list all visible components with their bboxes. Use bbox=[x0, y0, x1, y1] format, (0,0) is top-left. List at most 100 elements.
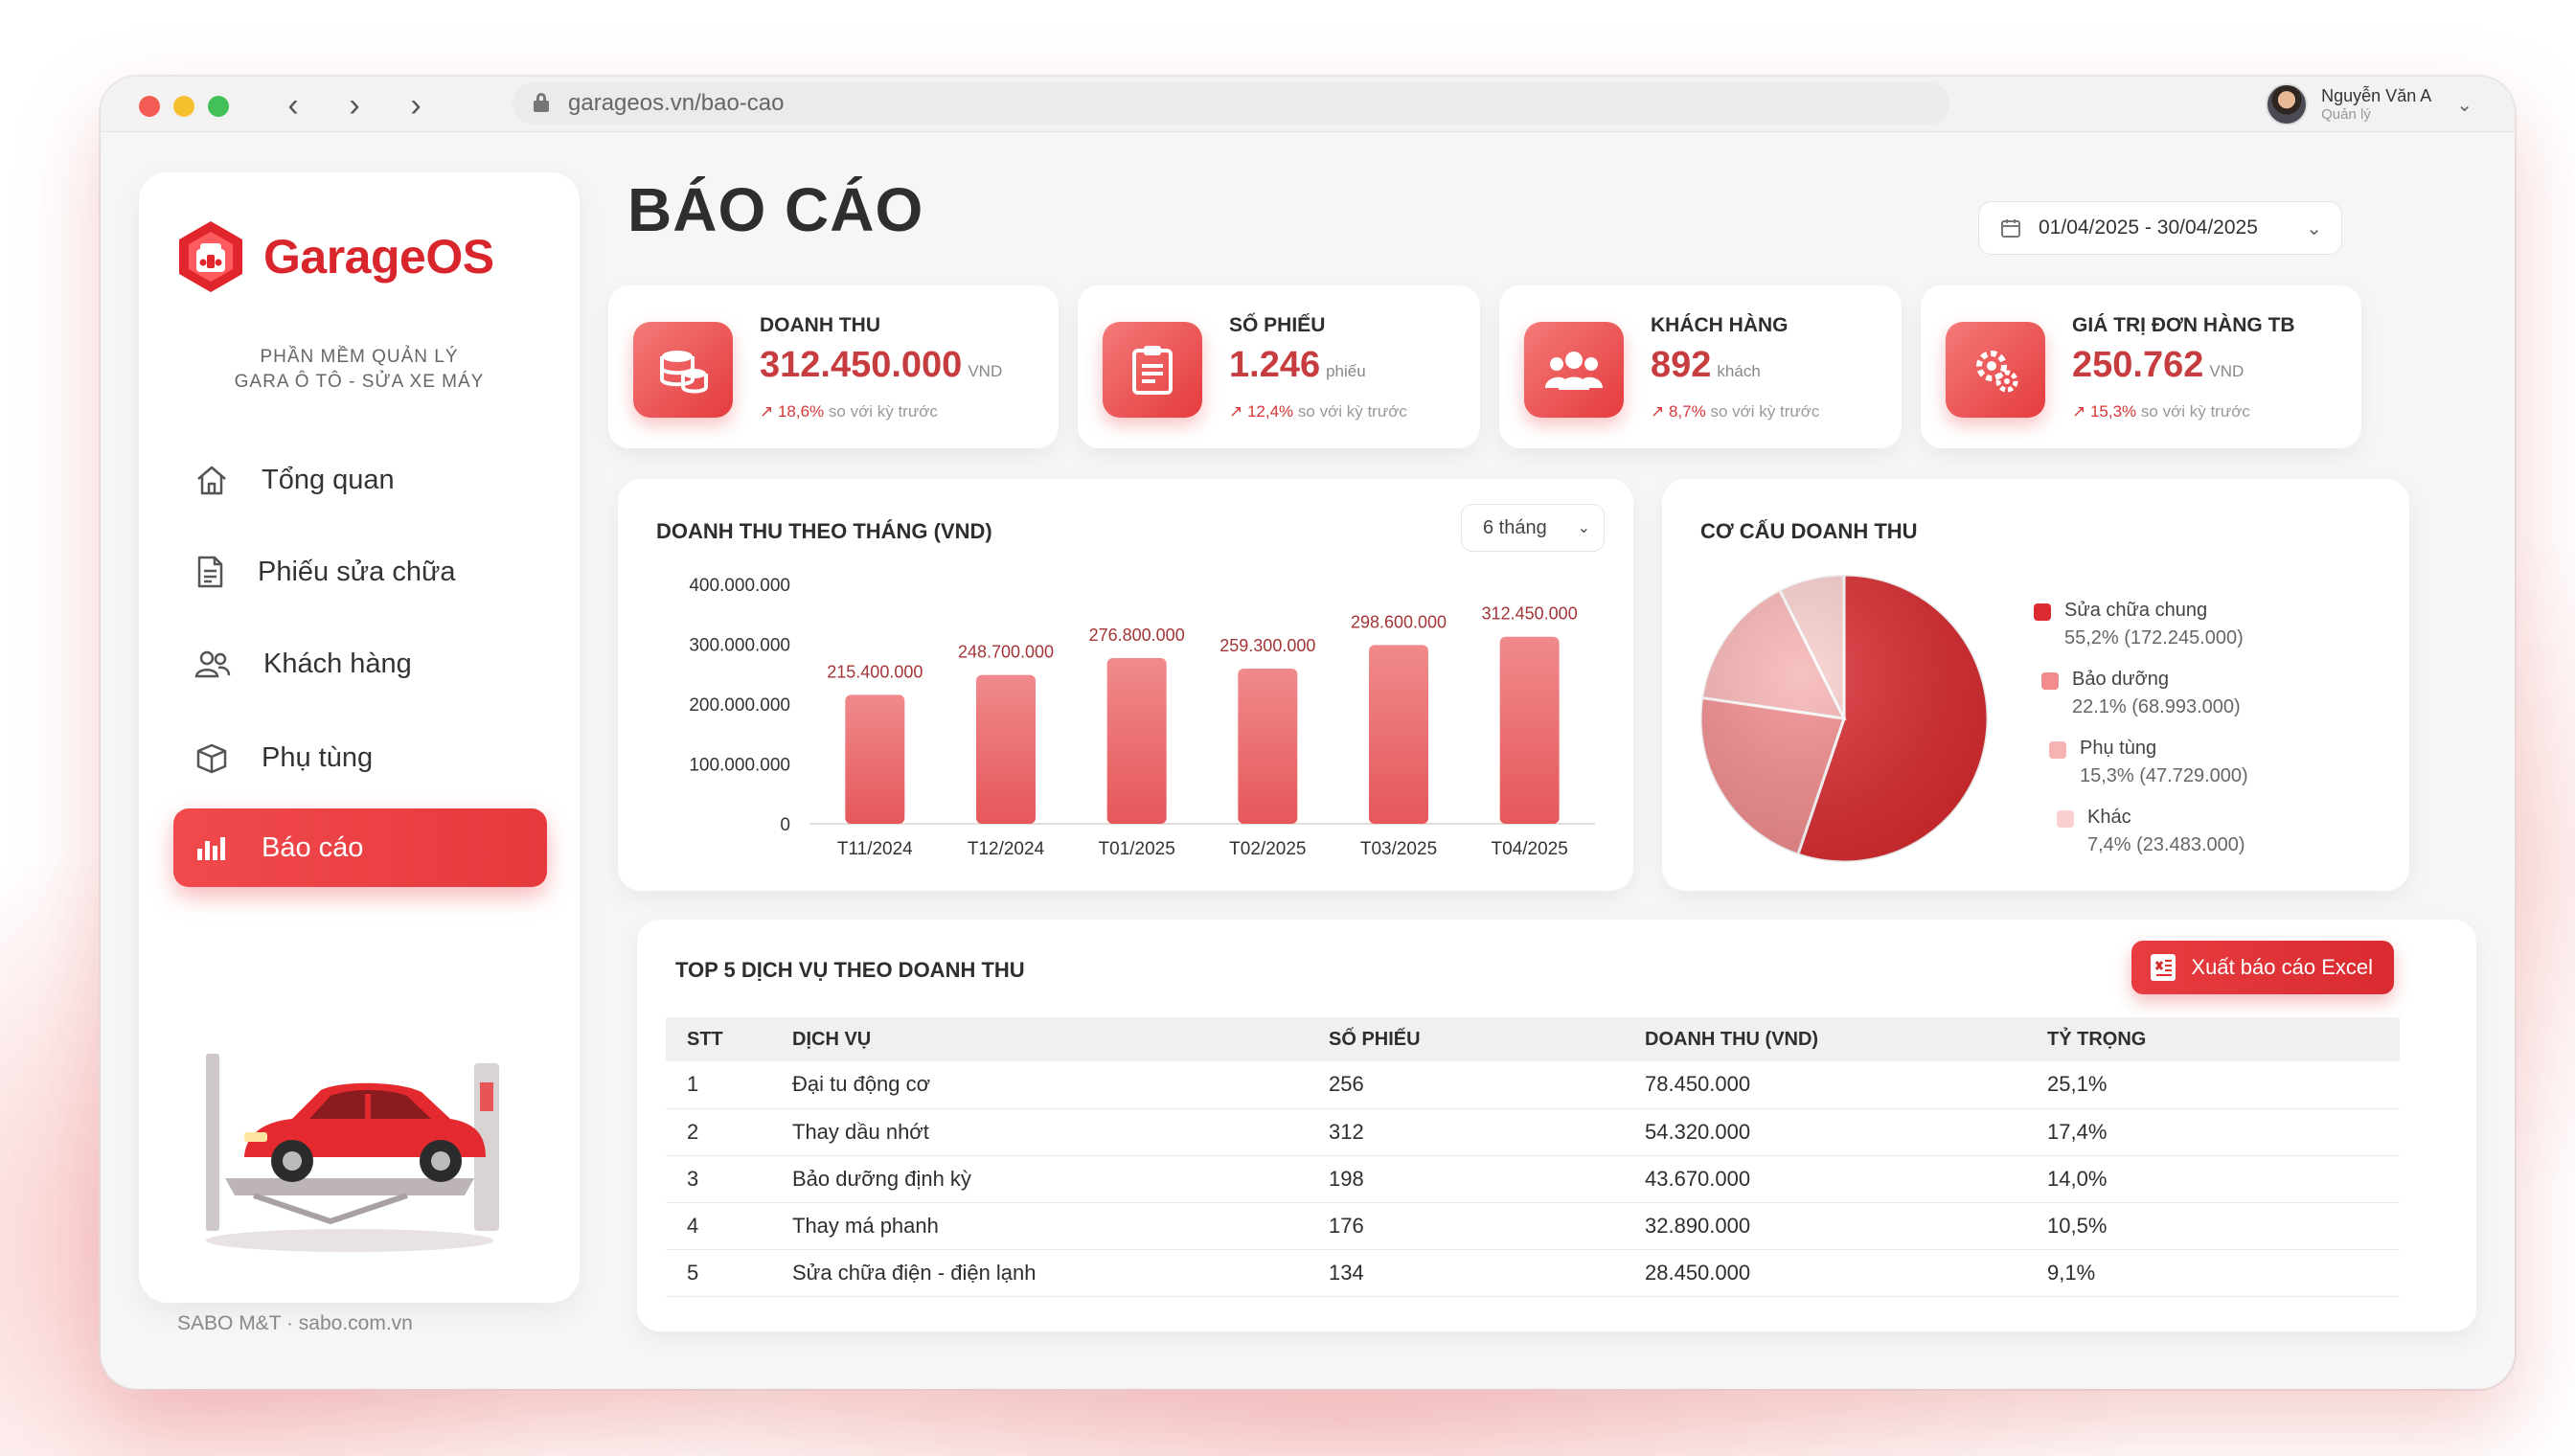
cell-service: Đại tu động cơ bbox=[771, 1061, 1308, 1109]
table-row[interactable]: 2 Thay dầu nhớt 312 54.320.000 17,4% bbox=[666, 1108, 2400, 1156]
chevron-down-icon: ⌄ bbox=[1577, 520, 1590, 536]
kpi-delta: ↗ 15,3% so với kỳ trước bbox=[2072, 402, 2250, 421]
kpi-number: 892 bbox=[1651, 345, 1712, 385]
address-bar[interactable]: garageos.vn/bao-cao bbox=[513, 82, 1949, 125]
y-tick-label: 400.000.000 bbox=[689, 576, 790, 596]
bar[interactable] bbox=[1106, 658, 1167, 824]
forward-arrow-icon[interactable]: › bbox=[349, 87, 360, 124]
legend-value: 15,3% (47.729.000) bbox=[2080, 765, 2248, 786]
bar[interactable] bbox=[845, 694, 905, 824]
cell-stt: 1 bbox=[666, 1061, 771, 1109]
legend-item[interactable]: Phụ tùng 15,3% (47.729.000) bbox=[2049, 738, 2248, 787]
bar-value-label: 276.800.000 bbox=[1089, 626, 1185, 645]
kpi-value: 250.762 VND bbox=[2072, 345, 2244, 386]
bar[interactable] bbox=[1499, 636, 1560, 824]
revenue-mix-pie bbox=[1698, 573, 1990, 864]
date-range-text: 01/04/2025 - 30/04/2025 bbox=[2039, 216, 2258, 239]
table-row[interactable]: 3 Bảo dưỡng định kỳ 198 43.670.000 14,0% bbox=[666, 1155, 2400, 1203]
cell-stt: 5 bbox=[666, 1249, 771, 1297]
sidebar-item-khach-hang[interactable]: Khách hàng bbox=[173, 625, 547, 703]
legend-value: 22.1% (68.993.000) bbox=[2072, 696, 2241, 717]
sidebar-item-label: Tổng quan bbox=[262, 464, 395, 495]
cell-service: Thay má phanh bbox=[771, 1202, 1308, 1250]
document-icon bbox=[197, 556, 223, 588]
y-tick-label: 0 bbox=[780, 815, 790, 835]
kpi-compare: so với kỳ trước bbox=[2140, 402, 2250, 421]
legend-swatch bbox=[2057, 810, 2074, 828]
sidebar-item-bao-cao[interactable]: Báo cáo bbox=[173, 808, 547, 887]
top-services-table: STT DỊCH VỤ SỐ PHIẾU DOANH THU (VND) TỶ … bbox=[666, 1017, 2400, 1297]
footer-credit: SABO M&T · sabo.com.vn bbox=[177, 1312, 413, 1334]
kpi-delta-value: ↗ 8,7% bbox=[1651, 402, 1706, 421]
bar[interactable] bbox=[1238, 668, 1298, 824]
close-window-button[interactable] bbox=[139, 96, 160, 117]
column-header: STT bbox=[666, 1017, 771, 1061]
legend-item[interactable]: Sửa chữa chung 55,2% (172.245.000) bbox=[2034, 600, 2244, 649]
table-row[interactable]: 1 Đại tu động cơ 256 78.450.000 25,1% bbox=[666, 1061, 2400, 1109]
cell-service: Thay dầu nhớt bbox=[771, 1108, 1308, 1156]
bar[interactable] bbox=[976, 674, 1036, 824]
kpi-number: 1.246 bbox=[1229, 345, 1321, 385]
kpi-label: SỐ PHIẾU bbox=[1229, 314, 1326, 336]
bar-value-label: 248.700.000 bbox=[958, 643, 1054, 662]
reload-arrow-icon[interactable]: › bbox=[410, 87, 422, 124]
calendar-icon bbox=[2001, 219, 2020, 238]
y-tick-label: 300.000.000 bbox=[689, 636, 790, 656]
table-row[interactable]: 5 Sửa chữa điện - điện lạnh 134 28.450.0… bbox=[666, 1249, 2400, 1297]
clipboard-icon bbox=[1103, 322, 1202, 418]
cell-stt: 2 bbox=[666, 1108, 771, 1156]
bar-chart-icon bbox=[197, 837, 225, 860]
bar[interactable] bbox=[1369, 645, 1428, 824]
gear-icon bbox=[1946, 322, 2045, 418]
table-row[interactable]: 4 Thay má phanh 176 32.890.000 10,5% bbox=[666, 1202, 2400, 1250]
cell-share: 14,0% bbox=[2026, 1155, 2400, 1203]
column-header: DOANH THU (VND) bbox=[1624, 1017, 2026, 1061]
legend-item[interactable]: Khác 7,4% (23.483.000) bbox=[2057, 807, 2245, 856]
kpi-card-doanh-thu: DOANH THU 312.450.000 VND ↗ 18,6% so với … bbox=[608, 285, 1059, 448]
cell-share: 9,1% bbox=[2026, 1249, 2400, 1297]
legend-item[interactable]: Bảo dưỡng 22.1% (68.993.000) bbox=[2041, 669, 2241, 718]
tagline-line-2: GARA Ô TÔ - SỬA XE MÁY bbox=[234, 372, 485, 392]
range-select[interactable]: 6 tháng ⌄ bbox=[1461, 504, 1605, 552]
browser-window: ‹ › › garageos.vn/bao-cao Nguyễn Văn A Q… bbox=[101, 77, 2515, 1389]
sidebar: GarageOS PHẦN MỀM QUẢN LÝ GARA Ô TÔ - SỬ… bbox=[139, 172, 580, 1303]
page-title: BÁO CÁO bbox=[627, 175, 924, 244]
export-excel-button[interactable]: Xuất báo cáo Excel bbox=[2131, 941, 2394, 994]
users-icon bbox=[194, 650, 231, 678]
cell-stt: 3 bbox=[666, 1155, 771, 1203]
kpi-label: KHÁCH HÀNG bbox=[1651, 314, 1789, 336]
cell-share: 10,5% bbox=[2026, 1202, 2400, 1250]
sidebar-item-tong-quan[interactable]: Tổng quan bbox=[173, 441, 547, 519]
sidebar-item-phieu-sua-chua[interactable]: Phiếu sửa chữa bbox=[173, 533, 547, 611]
date-range-picker[interactable]: 01/04/2025 - 30/04/2025 ⌄ bbox=[1978, 201, 2342, 255]
car-on-lift-illustration bbox=[206, 1054, 499, 1252]
x-tick-label: T12/2024 bbox=[968, 839, 1045, 859]
coins-icon bbox=[633, 322, 733, 418]
kpi-card-khach-hang: KHÁCH HÀNG 892 khách ↗ 8,7% so với kỳ trư… bbox=[1499, 285, 1902, 448]
cell-revenue: 78.450.000 bbox=[1624, 1061, 2026, 1109]
kpi-number: 312.450.000 bbox=[760, 345, 963, 385]
kpi-delta: ↗ 8,7% so với kỳ trước bbox=[1651, 402, 1819, 421]
url-text: garageos.vn/bao-cao bbox=[568, 90, 785, 116]
sidebar-item-phu-tung[interactable]: Phụ tùng bbox=[173, 718, 547, 797]
cell-service: Bảo dưỡng định kỳ bbox=[771, 1155, 1308, 1203]
kpi-number: 250.762 bbox=[2072, 345, 2204, 385]
kpi-card-gia-tri-don-hang: GIÁ TRỊ ĐƠN HÀNG TB 250.762 VND ↗ 15,3% s… bbox=[1921, 285, 2361, 448]
kpi-value: 892 khách bbox=[1651, 345, 1761, 386]
excel-icon bbox=[2151, 954, 2176, 981]
browser-titlebar: ‹ › › garageos.vn/bao-cao Nguyễn Văn A Q… bbox=[101, 77, 2515, 132]
sidebar-item-label: Phiếu sửa chữa bbox=[258, 556, 456, 587]
kpi-delta-value: ↗ 18,6% bbox=[760, 402, 825, 421]
user-menu[interactable]: Nguyễn Văn A Quản lý ⌄ bbox=[2266, 80, 2472, 128]
x-tick-label: T02/2025 bbox=[1229, 839, 1306, 859]
brand-logo[interactable]: GarageOS bbox=[175, 218, 494, 295]
cell-share: 17,4% bbox=[2026, 1108, 2400, 1156]
cell-service: Sửa chữa điện - điện lạnh bbox=[771, 1249, 1308, 1297]
maximize-window-button[interactable] bbox=[208, 96, 229, 117]
back-arrow-icon[interactable]: ‹ bbox=[287, 87, 299, 124]
bar-value-label: 312.450.000 bbox=[1482, 604, 1578, 624]
legend-swatch bbox=[2034, 603, 2051, 621]
revenue-chart-card: DOANH THU THEO THÁNG (VND) 6 tháng ⌄ 0 10… bbox=[618, 479, 1633, 891]
minimize-window-button[interactable] bbox=[173, 96, 194, 117]
top-services-card: TOP 5 DỊCH VỤ THEO DOANH THU Xuất báo cá… bbox=[637, 920, 2476, 1331]
